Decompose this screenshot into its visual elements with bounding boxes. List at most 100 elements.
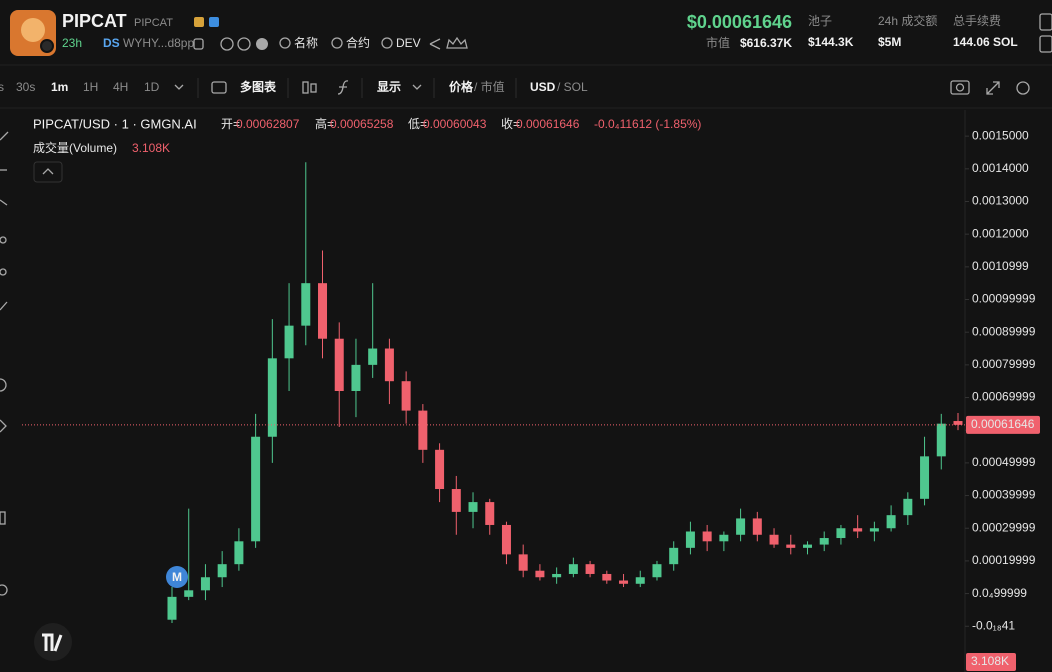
candle-body (217, 564, 227, 578)
interval[interactable]: 1D (144, 80, 160, 94)
candle-body (702, 531, 712, 542)
volume-badge (966, 653, 1016, 671)
candle-icon[interactable] (310, 83, 317, 93)
fx-icon[interactable] (337, 80, 349, 95)
y-tick-label: 0.00069999 (972, 390, 1036, 404)
drawing-tools (0, 131, 9, 596)
interval[interactable]: 1H (83, 80, 98, 94)
fullscreen-icon[interactable] (986, 81, 1000, 95)
candle-body (552, 573, 562, 578)
tool-icon[interactable] (0, 584, 8, 596)
multi-chart[interactable]: 多图表 (240, 79, 277, 94)
y-tick-label: 0.0015000 (972, 128, 1029, 142)
crown-icon[interactable] (446, 36, 468, 49)
y-tick-label: 0.00049999 (972, 455, 1036, 469)
candle-body (619, 580, 629, 584)
stat-label: 总手续费 (953, 14, 1001, 28)
interval[interactable]: 30s (16, 80, 35, 94)
candle-body (769, 534, 779, 545)
y-tick-label: 0.00089999 (972, 324, 1036, 338)
collapse-button[interactable] (33, 161, 63, 183)
x-icon[interactable] (237, 37, 251, 51)
candle-body (485, 502, 495, 525)
tool-icon[interactable] (0, 199, 8, 206)
candle-icon[interactable] (302, 81, 309, 94)
interval[interactable]: 1m (51, 80, 68, 94)
candle-body (384, 348, 394, 382)
stat-label: 池子 (808, 14, 832, 28)
settings-icon[interactable] (1016, 81, 1030, 95)
chevron[interactable] (174, 84, 184, 90)
verify-icon[interactable] (209, 17, 219, 27)
address[interactable]: WYHY...d8pp (123, 36, 194, 50)
ds-tag[interactable]: DS (103, 36, 120, 50)
camera-icon[interactable] (950, 80, 970, 95)
legend-value: 0.00065258 (330, 117, 394, 131)
candle-body (318, 283, 328, 339)
tool-icon[interactable] (0, 131, 9, 141)
alt-currency[interactable]: / SOL (557, 80, 588, 94)
candle-body (685, 531, 695, 548)
chevron[interactable] (412, 84, 422, 90)
candle-body (936, 423, 946, 457)
candle-body (351, 364, 361, 391)
stat-value: $5M (878, 35, 901, 49)
candle-body (435, 449, 445, 490)
tg-icon[interactable] (256, 38, 268, 50)
interval[interactable]: 4H (113, 80, 128, 94)
display[interactable]: 显示 (377, 80, 401, 94)
chart-title: PIPCAT/USD · 1 · GMGN.AI (33, 116, 197, 131)
search-icon[interactable] (381, 37, 393, 49)
candle-body (301, 283, 311, 326)
legend-change: -0.0₄11612 (-1.85%) (594, 117, 701, 131)
side-icon[interactable] (1039, 35, 1052, 53)
candle-body (836, 528, 846, 539)
y-tick-label: -0.0₁₈41 (972, 618, 1015, 632)
tool-icon[interactable] (0, 268, 7, 276)
share-icon[interactable] (429, 38, 441, 50)
tool-icon[interactable] (0, 301, 8, 311)
link-dev[interactable]: DEV (396, 36, 421, 50)
currency[interactable]: USD (530, 80, 556, 94)
candle-body (167, 596, 177, 620)
candle-body (568, 564, 578, 574)
price-toggle[interactable]: 价格 (449, 79, 474, 94)
market-cap: $616.37K (740, 36, 792, 50)
legend-value: 0.00062807 (236, 117, 300, 131)
candle-body (786, 544, 796, 548)
side-icon[interactable] (1039, 13, 1052, 31)
legend-key: 低= (408, 117, 427, 131)
candle-body (451, 489, 461, 512)
stat-label: 24h 成交额 (878, 13, 937, 28)
event-marker-label: M (172, 570, 182, 584)
candle-body (200, 577, 210, 591)
tool-icon[interactable] (0, 419, 7, 433)
search-icon[interactable] (279, 37, 291, 49)
tool-icon[interactable] (0, 378, 7, 392)
legend-key: 高= (315, 116, 334, 131)
web-icon[interactable] (220, 37, 234, 51)
multi-chart-icon[interactable] (211, 81, 227, 94)
legend-key: 收= (501, 117, 520, 131)
token-ticker: PIPCAT (134, 17, 173, 29)
candle-body (886, 515, 896, 529)
link-contract[interactable]: 合约 (346, 35, 370, 50)
candle-body (234, 541, 244, 565)
legend-key: 开= (221, 117, 240, 131)
candle-body (602, 573, 612, 581)
mcap-toggle[interactable]: / 市值 (474, 79, 505, 94)
search-icon[interactable] (331, 37, 343, 49)
tool-icon[interactable] (0, 511, 6, 525)
last-price-label: 0.00061646 (971, 417, 1035, 431)
holders-icon[interactable] (194, 17, 204, 27)
candle-body (736, 518, 746, 535)
link-name[interactable]: 名称 (294, 35, 318, 50)
legend-value: 0.00060043 (423, 117, 487, 131)
tool-icon[interactable] (0, 236, 7, 244)
event-marker[interactable] (166, 566, 188, 588)
interval[interactable]: s (0, 80, 4, 94)
price: $0.00061646 (687, 12, 792, 32)
candle-body (953, 421, 963, 425)
copy-icon[interactable] (193, 38, 204, 50)
candle-body (652, 564, 662, 578)
